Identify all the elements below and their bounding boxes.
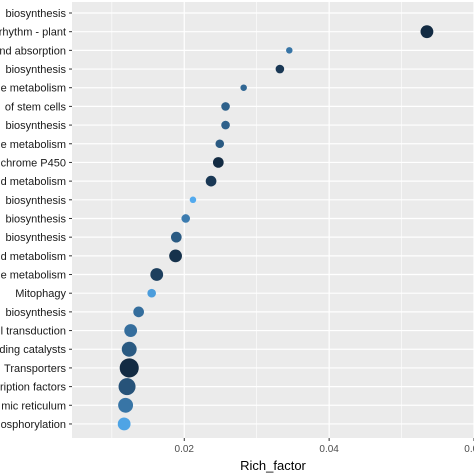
data-point: [147, 288, 156, 298]
major-gridlines: [72, 2, 474, 438]
y-tick-label: biosynthesis: [5, 213, 66, 225]
x-axis: 0.02 0.04 0.06: [175, 438, 474, 455]
data-point: [212, 157, 224, 168]
y-tick-label: osphorylation: [1, 419, 66, 431]
plot-panel: [72, 2, 474, 438]
data-points: [117, 25, 434, 431]
data-point: [124, 324, 138, 337]
x-axis-label: Rich_factor: [240, 458, 306, 473]
y-tick-label: rhythm - plant: [0, 27, 66, 39]
y-tick-label: chrome P450: [1, 157, 66, 169]
y-tick-label: biosynthesis: [5, 232, 66, 244]
data-point: [215, 139, 225, 149]
data-point: [121, 341, 137, 357]
data-point: [205, 175, 217, 187]
y-tick-label: Transporters: [4, 363, 66, 375]
minor-gridlines: [111, 2, 402, 438]
data-point: [240, 84, 247, 91]
data-point: [221, 120, 230, 130]
y-tick-label: biosynthesis: [5, 195, 66, 207]
data-point: [119, 358, 139, 378]
y-tick-label: ding catalysts: [0, 344, 66, 356]
y-tick-label: e metabolism: [1, 270, 66, 282]
data-point: [420, 25, 434, 39]
data-point: [181, 214, 191, 223]
x-tick-label: 0.02: [175, 444, 195, 455]
data-point: [133, 306, 144, 318]
y-axis: biosynthesis rhythm - plant nd absorption b…: [0, 8, 72, 431]
y-tick-label: nd absorption: [0, 45, 66, 57]
y-tick-label: e metabolism: [1, 83, 66, 95]
x-tick-label: 0.04: [319, 444, 339, 455]
data-point: [118, 397, 134, 413]
data-point: [275, 64, 285, 74]
y-tick-label: e metabolism: [1, 139, 66, 151]
x-tick-label: 0.06: [464, 444, 474, 455]
data-point: [170, 231, 182, 243]
data-point: [221, 102, 230, 111]
data-point: [189, 196, 197, 204]
y-tick-label: biosynthesis: [5, 64, 66, 76]
y-tick-label: mic reticulum: [1, 400, 66, 412]
data-point: [117, 417, 131, 431]
data-point: [169, 249, 182, 263]
y-tick-label: ription factors: [0, 382, 66, 394]
y-tick-label: d metabolism: [1, 251, 66, 263]
data-point: [286, 47, 293, 54]
y-tick-label: d metabolism: [1, 176, 66, 188]
y-tick-label: biosynthesis: [5, 120, 66, 132]
y-tick-label: biosynthesis: [5, 307, 66, 319]
data-point: [118, 378, 136, 396]
y-tick-label: of stem cells: [5, 101, 67, 113]
y-tick-label: l transduction: [1, 326, 66, 338]
y-tick-label: Mitophagy: [15, 288, 66, 300]
y-tick-label: biosynthesis: [5, 8, 66, 20]
data-point: [150, 268, 164, 281]
